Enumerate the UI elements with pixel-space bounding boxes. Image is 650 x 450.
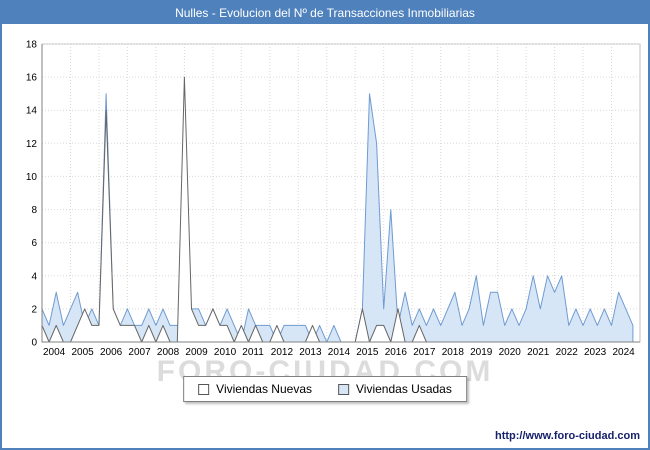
x-tick-label: 2015 [356,347,379,358]
y-tick-label: 8 [31,205,37,216]
page-title: Nulles - Evolucion del Nº de Transaccion… [175,6,475,20]
x-tick-label: 2008 [157,347,180,358]
x-tick-label: 2020 [499,347,522,358]
x-tick-label: 2005 [72,347,95,358]
legend-label-nuevas: Viviendas Nuevas [216,382,312,396]
x-tick-label: 2024 [613,347,636,358]
chart-area: 0 2 4 6 8 10 12 14 16 18 2004 2005 2006 2007 2008 2009 2… [2,24,648,364]
x-tick-label: 2021 [527,347,550,358]
y-tick-label: 6 [31,238,37,249]
x-tick-label: 2022 [556,347,579,358]
series-area-viviendas-usadas [41,93,634,343]
x-tick-label: 2023 [584,347,607,358]
legend-swatch-usadas-icon [338,383,349,395]
x-tick-label: 2019 [470,347,493,358]
x-tick-label: 2010 [214,347,237,358]
y-tick-label: 0 [31,338,37,349]
x-tick-label: 2016 [385,347,408,358]
legend-box: Viviendas Nuevas Viviendas Usadas [183,376,467,402]
x-tick-label: 2007 [128,347,151,358]
x-tick-label: 2013 [299,347,322,358]
y-tick-label: 12 [26,139,38,150]
x-tick-label: 2011 [242,347,264,358]
y-tick-label: 10 [26,172,38,183]
x-tick-label: 2018 [442,347,465,358]
x-tick-label: 2012 [271,347,294,358]
x-tick-label: 2017 [413,347,436,358]
title-bar: Nulles - Evolucion del Nº de Transaccion… [2,2,648,24]
chart-svg: 0 2 4 6 8 10 12 14 16 18 2004 2005 2006 2007 2008 2009 2… [26,40,641,358]
x-tick-label: 2006 [100,347,123,358]
footer-url-link[interactable]: http://www.foro-ciudad.com [494,430,640,442]
x-tick-label: 2004 [43,347,66,358]
legend-label-usadas: Viviendas Usadas [356,382,452,396]
legend-item-viviendas-usadas[interactable]: Viviendas Usadas [338,382,452,396]
y-tick-label: 2 [31,304,37,315]
legend-swatch-nuevas-icon [198,383,210,395]
x-tick-label: 2009 [185,347,208,358]
y-tick-label: 4 [31,271,37,282]
x-tick-label: 2014 [328,347,351,358]
y-tick-label: 14 [26,106,38,117]
y-tick-label: 16 [26,73,38,84]
y-tick-label: 18 [26,40,38,51]
legend-item-viviendas-nuevas[interactable]: Viviendas Nuevas [198,382,312,396]
